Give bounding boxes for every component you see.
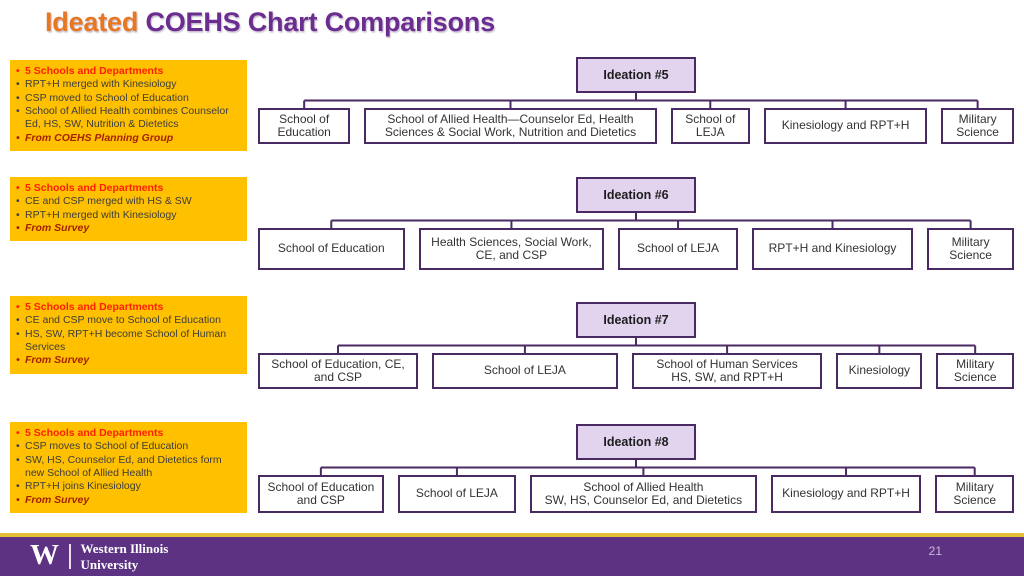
orgchart-root-row: Ideation #6 [258,177,1014,213]
org-node: Health Sciences, Social Work, CE, and CS… [418,228,605,270]
org-node: Military Science [935,475,1014,513]
notes-box-ideation-7: 5 Schools and Departments CE and CSP mov… [10,296,247,374]
note-item: CE and CSP merged with HS & SW [15,195,241,209]
university-name-line1: Western Illinois [80,541,169,557]
notes-box-ideation-8: 5 Schools and Departments CSP moves to S… [10,422,247,513]
notes-box-ideation-5: 5 Schools and Departments RPT+H merged w… [10,60,247,151]
org-node: RPT+H and Kinesiology [751,228,914,270]
org-node: Military Science [927,228,1014,270]
org-node: School of Human Services HS, SW, and RPT… [631,353,823,389]
note-item-source: From COEHS Planning Group [15,132,241,146]
note-item: RPT+H merged with Kinesiology [15,209,241,223]
orgchart-root-row: Ideation #5 [258,57,1014,93]
orgchart-root-row: Ideation #7 [258,302,1014,338]
orgchart-child-row: School of Education and CSP School of LE… [258,475,1014,513]
logo-divider [69,544,71,569]
org-node: Military Science [941,108,1014,144]
note-item-source: From Survey [15,494,241,508]
note-item: HS, SW, RPT+H become School of Human Ser… [15,328,241,355]
org-node: School of LEJA [670,108,750,144]
university-name: Western Illinois University [81,541,169,572]
org-node: School of LEJA [397,475,517,513]
ideation-root-node: Ideation #6 [576,177,696,213]
note-item: RPT+H joins Kinesiology [15,480,241,494]
org-node: School of LEJA [618,228,738,270]
orgchart-ideation-5: Ideation #5 School of Education School o… [258,57,1014,144]
orgchart-ideation-7: Ideation #7 School of Education, CE, and… [258,302,1015,389]
footer-bar: W Western Illinois University 21 [0,537,1024,576]
org-node: School of Education, CE, and CSP [258,353,418,389]
org-node: Kinesiology and RPT+H [770,475,922,513]
note-item: CSP moved to School of Education [15,92,241,106]
note-item: SW, HS, Counselor Ed, and Dietetics form… [15,454,241,481]
note-item: CSP moves to School of Education [15,440,241,454]
footer-gold-line [0,533,1024,537]
orgchart-ideation-6: Ideation #6 School of Education Health S… [258,177,1014,270]
note-item: School of Allied Health combines Counsel… [15,105,241,132]
orgchart-ideation-8: Ideation #8 School of Education and CSP … [258,424,1014,513]
org-node: Kinesiology [836,353,923,389]
note-item-source: From Survey [15,222,241,236]
orgchart-child-row: School of Education School of Allied Hea… [258,108,1014,144]
page-number: 21 [928,544,942,558]
ideation-root-node: Ideation #8 [576,424,696,460]
org-node: Kinesiology and RPT+H [763,108,928,144]
notes-list: 5 Schools and Departments CE and CSP mov… [15,301,241,368]
ideation-root-node: Ideation #5 [576,57,696,93]
org-node: School of Education [258,108,351,144]
org-node: Military Science [936,353,1015,389]
orgchart-child-row: School of Education, CE, and CSP School … [258,353,1015,389]
title-accent: Ideated [45,7,139,37]
note-item-head: 5 Schools and Departments [15,427,241,441]
note-item-source: From Survey [15,354,241,368]
org-node: School of LEJA [431,353,618,389]
notes-list: 5 Schools and Departments CE and CSP mer… [15,182,241,236]
notes-box-ideation-6: 5 Schools and Departments CE and CSP mer… [10,177,247,242]
org-node: School of Education [258,228,405,270]
university-name-line2: University [80,556,139,572]
note-item-head: 5 Schools and Departments [15,65,241,79]
ideation-root-node: Ideation #7 [576,302,696,338]
org-node: School of Education and CSP [258,475,384,513]
notes-list: 5 Schools and Departments RPT+H merged w… [15,65,241,145]
notes-list: 5 Schools and Departments CSP moves to S… [15,427,241,507]
wiu-w-logo: W [30,539,59,571]
page-title: Ideated COEHS Chart Comparisons [45,7,495,38]
title-rest: COEHS Chart Comparisons [138,7,495,37]
orgchart-root-row: Ideation #8 [258,424,1014,460]
note-item: CE and CSP move to School of Education [15,314,241,328]
note-item-head: 5 Schools and Departments [15,182,241,196]
org-node: School of Allied Health—Counselor Ed, He… [364,108,657,144]
note-item: RPT+H merged with Kinesiology [15,78,241,92]
org-node: School of Allied Health SW, HS, Counselo… [530,475,757,513]
note-item-head: 5 Schools and Departments [15,301,241,315]
orgchart-child-row: School of Education Health Sciences, Soc… [258,228,1014,270]
